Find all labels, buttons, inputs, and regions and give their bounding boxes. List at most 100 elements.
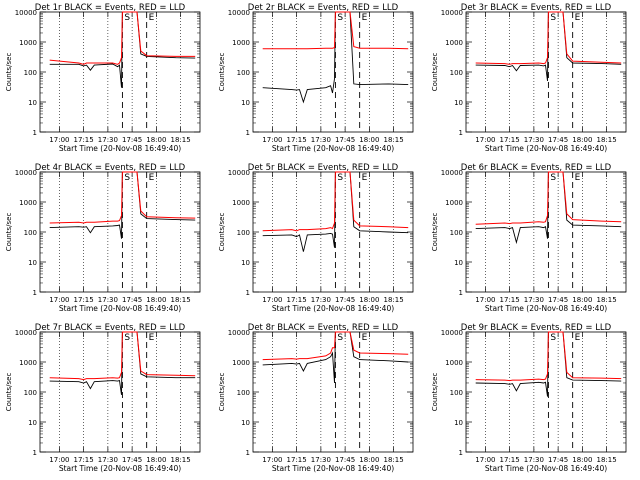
panel-title: Det 9r BLACK = Events, RED = LLD	[461, 323, 612, 333]
x-tick-label: 18:00	[359, 456, 379, 464]
x-tick-label: 17:30	[524, 136, 544, 144]
x-tick-label: 17:45	[122, 456, 142, 464]
y-tick-label: 1000	[232, 359, 250, 367]
y-tick-label: 100	[450, 69, 463, 77]
event-marker-label: E	[362, 13, 368, 23]
y-tick-label: 10000	[228, 9, 250, 17]
y-tick-label: 10	[454, 419, 463, 427]
panel-title: Det 3r BLACK = Events, RED = LLD	[461, 3, 612, 13]
series-lld-red	[475, 11, 622, 65]
x-tick-label: 17:15	[74, 296, 94, 304]
x-tick-label: 17:00	[262, 136, 282, 144]
y-tick-label: 10	[454, 259, 463, 267]
panel-det-9: Det 9r BLACK = Events, RED = LLD 1 10 100 10…	[431, 323, 627, 473]
y-tick-label: 10	[28, 99, 37, 107]
y-tick-label: 1000	[445, 199, 463, 207]
series-events-black	[49, 11, 196, 88]
y-tick-label: 100	[24, 389, 37, 397]
x-tick-label: 18:00	[146, 456, 166, 464]
y-axis-label: Counts/sec	[218, 213, 226, 252]
panel-det-4: Det 4r BLACK = Events, RED = LLD 1 10 100 10…	[5, 163, 201, 313]
panel-title: Det 8r BLACK = Events, RED = LLD	[248, 323, 399, 333]
axes-frame	[465, 331, 627, 453]
y-tick-label: 10000	[228, 169, 250, 177]
y-tick-label: 10	[28, 259, 37, 267]
x-tick-label: 17:15	[500, 456, 520, 464]
x-axis-label: Start Time (20-Nov-08 16:49:40)	[59, 144, 181, 153]
event-marker-label: S	[337, 333, 343, 343]
series-events-black	[262, 11, 409, 104]
y-tick-label: 1000	[232, 39, 250, 47]
event-marker-label: E	[362, 173, 368, 183]
x-tick-label: 17:30	[98, 136, 118, 144]
event-marker-label: S	[124, 333, 130, 343]
y-tick-label: 1	[459, 449, 463, 457]
x-tick-label: 17:30	[98, 456, 118, 464]
x-tick-label: 17:15	[74, 136, 94, 144]
y-tick-label: 1000	[19, 359, 37, 367]
y-tick-label: 100	[450, 389, 463, 397]
x-tick-label: 17:00	[262, 456, 282, 464]
y-tick-label: 10000	[15, 169, 37, 177]
x-tick-label: 17:15	[500, 296, 520, 304]
y-tick-label: 10000	[441, 169, 463, 177]
axes-frame	[252, 331, 414, 453]
x-tick-label: 18:00	[572, 296, 592, 304]
series-lld-red	[262, 171, 409, 232]
x-tick-label: 17:45	[335, 456, 355, 464]
panel-title: Det 1r BLACK = Events, RED = LLD	[35, 3, 186, 13]
axes-frame	[252, 11, 414, 133]
y-tick-label: 1000	[445, 359, 463, 367]
x-axis-label: Start Time (20-Nov-08 16:49:40)	[485, 144, 607, 153]
x-tick-label: 18:00	[572, 136, 592, 144]
series-events-black	[49, 171, 196, 239]
x-tick-label: 17:45	[335, 296, 355, 304]
x-tick-label: 17:00	[262, 296, 282, 304]
y-tick-label: 1	[459, 289, 463, 297]
y-axis-label: Counts/sec	[431, 53, 439, 92]
x-tick-label: 17:45	[122, 136, 142, 144]
y-axis-label: Counts/sec	[431, 373, 439, 412]
axes-frame	[39, 331, 201, 453]
x-tick-label: 18:15	[171, 136, 191, 144]
x-tick-label: 18:15	[171, 296, 191, 304]
series-events-black	[475, 11, 622, 82]
event-marker-label: S	[550, 333, 556, 343]
panel-det-2: Det 2r BLACK = Events, RED = LLD 1 10 100 10…	[218, 3, 414, 153]
x-tick-label: 18:15	[597, 456, 617, 464]
event-marker-label: S	[337, 13, 343, 23]
x-tick-label: 18:00	[146, 136, 166, 144]
x-tick-label: 18:00	[359, 296, 379, 304]
y-axis-label: Counts/sec	[5, 53, 13, 92]
panel-det-3: Det 3r BLACK = Events, RED = LLD 1 10 100 10…	[431, 3, 627, 153]
panel-title: Det 7r BLACK = Events, RED = LLD	[35, 323, 186, 333]
event-marker-label: E	[362, 333, 368, 343]
x-tick-label: 17:00	[49, 296, 69, 304]
y-tick-label: 100	[237, 229, 250, 237]
x-tick-label: 18:15	[597, 296, 617, 304]
panel-det-8: Det 8r BLACK = Events, RED = LLD 1 10 100 10…	[218, 323, 414, 473]
y-axis-label: Counts/sec	[5, 213, 13, 252]
x-axis-label: Start Time (20-Nov-08 16:49:40)	[272, 304, 394, 313]
x-tick-label: 17:30	[524, 296, 544, 304]
x-tick-label: 18:00	[572, 456, 592, 464]
y-tick-label: 10000	[441, 9, 463, 17]
y-tick-label: 1000	[232, 199, 250, 207]
x-axis-label: Start Time (20-Nov-08 16:49:40)	[272, 464, 394, 473]
x-tick-label: 17:15	[287, 456, 307, 464]
series-events-black	[49, 331, 196, 395]
y-tick-label: 10000	[441, 329, 463, 337]
x-tick-label: 18:15	[384, 296, 404, 304]
x-tick-label: 18:15	[597, 136, 617, 144]
panel-det-7: Det 7r BLACK = Events, RED = LLD 1 10 100 10…	[5, 323, 201, 473]
series-lld-red	[49, 331, 196, 381]
y-tick-label: 1	[33, 289, 37, 297]
event-marker-label: S	[550, 173, 556, 183]
x-tick-label: 17:45	[548, 456, 568, 464]
y-tick-label: 100	[24, 69, 37, 77]
series-events-black	[262, 331, 409, 384]
y-tick-label: 1	[459, 129, 463, 137]
x-axis-label: Start Time (20-Nov-08 16:49:40)	[485, 304, 607, 313]
series-lld-red	[475, 331, 622, 382]
y-tick-label: 10000	[228, 329, 250, 337]
